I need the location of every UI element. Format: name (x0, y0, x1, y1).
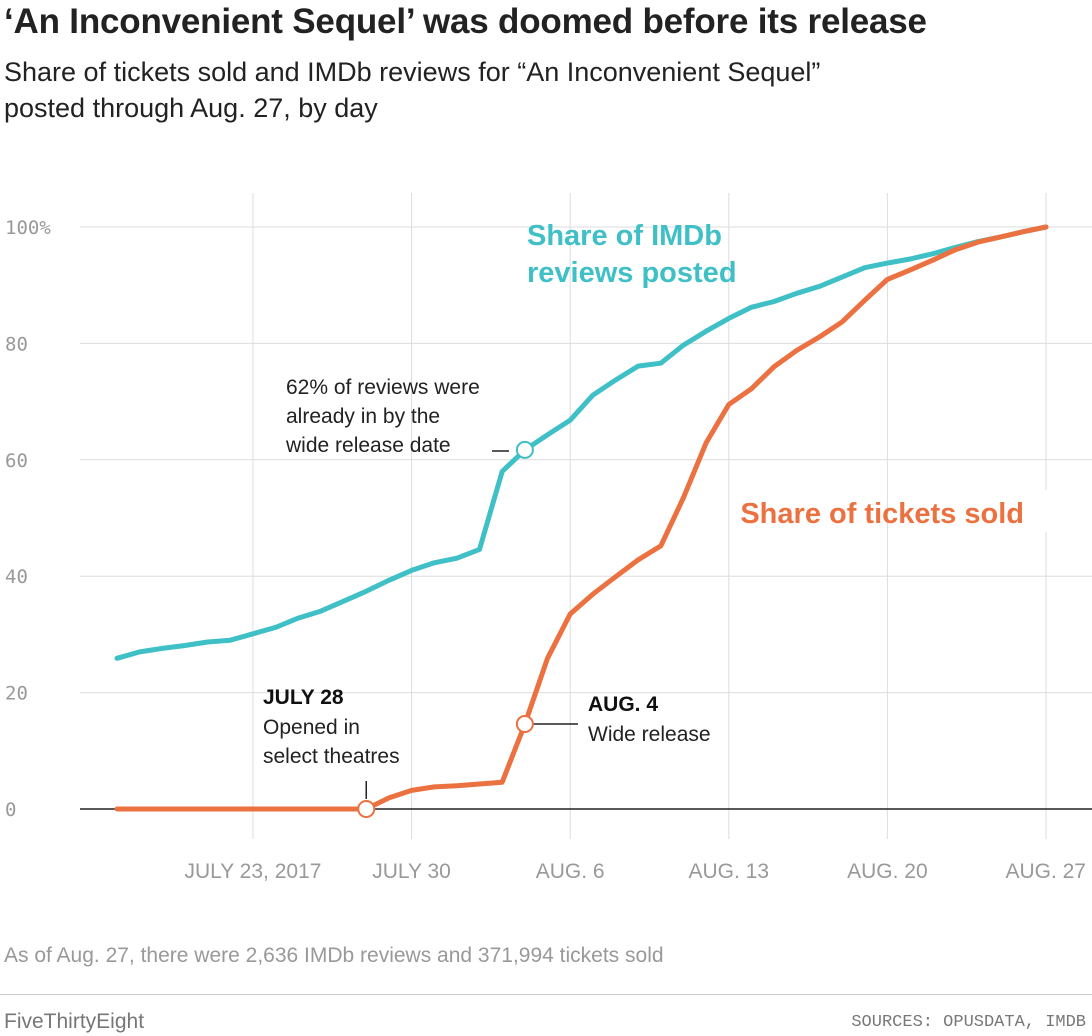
series-label-tickets: Share of tickets sold (740, 498, 1024, 530)
x-tick-label: AUG. 20 (847, 860, 928, 883)
annotation-reviews-text: 62% of reviews were (286, 376, 480, 399)
footer-divider (0, 994, 1092, 995)
y-tick-label: 80 (5, 333, 28, 355)
y-tick-label: 100% (5, 217, 51, 239)
annotation-reviews-text: already in by the (286, 405, 440, 428)
x-tick-label: JULY 30 (372, 860, 451, 883)
annotation-marker-reviews (515, 440, 534, 459)
x-tick-label: AUG. 6 (536, 860, 605, 883)
annotation-marker-july28 (357, 800, 376, 818)
annotation-marker-aug4 (515, 715, 534, 734)
series-label-reviews: reviews posted (527, 257, 737, 289)
annotation-aug4-text: Wide release (588, 723, 711, 746)
sources-credit: SOURCES: OPUSDATA, IMDB (851, 1013, 1086, 1032)
series-line-reviews (114, 224, 1049, 661)
y-tick-label: 60 (5, 450, 28, 472)
series-tickets (114, 224, 1049, 812)
chart-subtitle: Share of tickets sold and IMDb reviews f… (4, 57, 821, 123)
annotation-reviews-text: wide release date (285, 434, 451, 457)
series-label-reviews: Share of IMDb (527, 220, 722, 252)
x-tick-label: AUG. 13 (689, 860, 770, 883)
annotation-july28-text: Opened in (263, 716, 360, 739)
gridlines (80, 193, 1092, 839)
x-tick-label: JULY 23, 2017 (184, 860, 321, 883)
series-reviews (114, 224, 1049, 661)
footnote: As of Aug. 27, there were 2,636 IMDb rev… (4, 944, 664, 967)
annotation-aug4-heading: AUG. 4 (588, 693, 658, 716)
annotation-july28-text: select theatres (263, 745, 400, 768)
y-tick-label: 0 (5, 799, 16, 821)
series-line-tickets (114, 224, 1049, 812)
brand-logo-text: FiveThirtyEight (4, 1010, 145, 1033)
chart-title: ‘An Inconvenient Sequel’ was doomed befo… (4, 2, 927, 41)
y-tick-label: 20 (5, 683, 28, 705)
annotation-july28-heading: JULY 28 (263, 686, 344, 709)
label-mask (1040, 490, 1054, 532)
x-tick-label: AUG. 27 (1005, 860, 1086, 883)
y-tick-label: 40 (5, 566, 28, 588)
